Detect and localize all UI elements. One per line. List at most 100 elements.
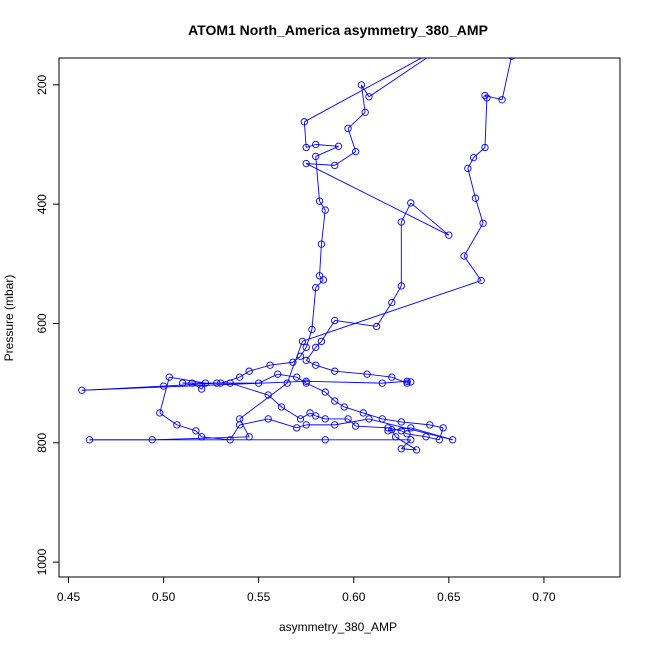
series-segment xyxy=(467,157,474,169)
series-segment xyxy=(475,198,484,224)
y-tick-label: 600 xyxy=(35,313,49,333)
data-point xyxy=(479,219,487,227)
series-segment xyxy=(324,391,336,402)
data-point xyxy=(302,343,310,351)
x-tick-label: 0.70 xyxy=(532,590,556,604)
data-point xyxy=(300,118,308,126)
data-point xyxy=(255,379,263,387)
data-point xyxy=(359,409,367,417)
series-segment xyxy=(315,341,322,348)
series-segment xyxy=(391,429,396,438)
series-segment xyxy=(376,302,393,327)
series-segment xyxy=(300,347,307,357)
data-point xyxy=(391,433,400,441)
data-point xyxy=(296,352,305,360)
series-points xyxy=(78,58,515,454)
data-point xyxy=(317,337,326,346)
data-point xyxy=(312,140,320,149)
data-point xyxy=(471,194,480,202)
series-segment xyxy=(463,255,482,281)
series-segment xyxy=(315,145,339,157)
series-segment xyxy=(302,280,482,342)
series-segment xyxy=(395,436,417,451)
data-point xyxy=(312,412,320,420)
plot-frame xyxy=(58,57,621,578)
series-segment xyxy=(315,156,320,202)
series-segment xyxy=(360,84,366,113)
data-point xyxy=(407,199,415,207)
series-segment xyxy=(347,128,357,152)
data-point xyxy=(331,397,339,405)
data-point xyxy=(264,415,272,423)
data-point xyxy=(226,436,234,444)
data-point xyxy=(289,358,297,366)
series-segment xyxy=(315,144,339,147)
data-point xyxy=(178,379,187,387)
series-segment xyxy=(438,427,444,440)
data-point xyxy=(403,377,411,385)
series-segment xyxy=(334,370,368,375)
series-segment xyxy=(320,210,326,245)
data-point xyxy=(302,143,310,152)
data-point xyxy=(449,436,457,444)
data-point xyxy=(274,370,282,378)
data-point xyxy=(302,356,310,365)
data-point xyxy=(236,421,244,429)
data-point xyxy=(197,433,206,441)
data-point xyxy=(277,403,286,411)
data-point xyxy=(188,379,196,387)
x-tick-label: 0.65 xyxy=(437,590,461,604)
y-axis-label: Pressure (mbar) xyxy=(2,275,16,362)
data-point xyxy=(403,430,411,438)
data-point xyxy=(435,436,443,444)
series-segment xyxy=(159,377,170,414)
data-point xyxy=(306,409,314,417)
series-segment xyxy=(347,111,366,129)
series-segment xyxy=(152,436,250,441)
data-point xyxy=(334,142,343,150)
x-tick-label: 0.45 xyxy=(57,590,81,604)
data-point xyxy=(197,385,206,393)
series-segment xyxy=(296,424,307,429)
data-point xyxy=(319,276,327,284)
data-point xyxy=(357,81,366,89)
data-point xyxy=(498,96,506,104)
x-tick-label: 0.60 xyxy=(342,590,366,604)
series-segment xyxy=(400,439,412,450)
series-segment xyxy=(230,382,269,396)
data-point xyxy=(331,316,339,325)
series-segment xyxy=(319,200,326,211)
series-segment xyxy=(306,360,316,366)
data-point xyxy=(439,424,447,432)
data-point xyxy=(344,124,352,133)
data-point xyxy=(378,379,386,387)
series-segment xyxy=(473,147,486,158)
data-point xyxy=(321,415,329,423)
series-segment xyxy=(334,320,377,327)
data-point xyxy=(293,424,301,432)
data-point xyxy=(403,379,411,387)
data-point xyxy=(477,276,485,285)
data-point xyxy=(481,143,489,152)
data-point xyxy=(352,422,360,430)
data-point xyxy=(159,382,168,390)
series-segment xyxy=(368,58,428,98)
data-point xyxy=(165,373,173,381)
series-segment xyxy=(319,275,324,281)
data-point xyxy=(464,164,472,173)
series-segment xyxy=(239,418,269,426)
data-point xyxy=(384,424,392,432)
data-point xyxy=(331,367,339,375)
series-segment xyxy=(501,58,512,100)
data-point xyxy=(236,373,244,381)
y-tick-label: 1000 xyxy=(35,548,49,575)
data-point xyxy=(372,322,381,331)
data-point xyxy=(192,427,200,435)
series-segment xyxy=(425,436,440,441)
y-tick-label: 400 xyxy=(35,194,49,214)
data-point xyxy=(302,379,310,387)
x-tick-label: 0.50 xyxy=(152,590,176,604)
series-segment xyxy=(201,436,231,441)
data-point xyxy=(407,378,415,386)
data-point xyxy=(397,445,405,453)
